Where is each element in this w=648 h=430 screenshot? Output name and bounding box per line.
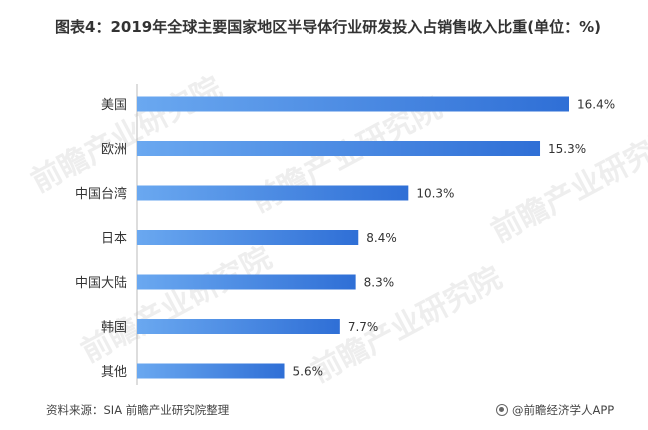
category-label: 欧洲: [101, 143, 127, 158]
brand-text: @前瞻经济学人APP: [512, 403, 615, 417]
category-label: 日本: [101, 232, 127, 247]
bar: [137, 274, 356, 290]
chart-title: 图表4：2019年全球主要国家地区半导体行业研发投入占销售收入比重(单位：%): [55, 18, 601, 36]
bar: [137, 319, 340, 334]
bar: [137, 96, 569, 112]
category-label: 其他: [101, 365, 127, 380]
value-label: 7.7%: [348, 320, 379, 334]
value-label: 8.3%: [364, 276, 395, 290]
category-label: 美国: [101, 98, 127, 113]
value-label: 10.3%: [416, 187, 454, 201]
bar: [137, 141, 541, 156]
source-note: 资料来源：SIA 前瞻产业研究院整理: [46, 403, 230, 417]
brand-logo-icon: [496, 404, 508, 416]
bar: [137, 363, 285, 379]
value-label: 16.4%: [577, 98, 615, 112]
brand-credit: @前瞻经济学人APP: [496, 402, 614, 418]
category-label: 韩国: [101, 321, 127, 336]
value-label: 5.6%: [293, 365, 324, 379]
bar: [137, 230, 359, 245]
value-label: 15.3%: [548, 142, 586, 156]
category-label: 中国台湾: [75, 186, 127, 202]
category-label: 中国大陆: [75, 275, 127, 291]
bar: [137, 185, 409, 201]
value-label: 8.4%: [366, 231, 397, 245]
